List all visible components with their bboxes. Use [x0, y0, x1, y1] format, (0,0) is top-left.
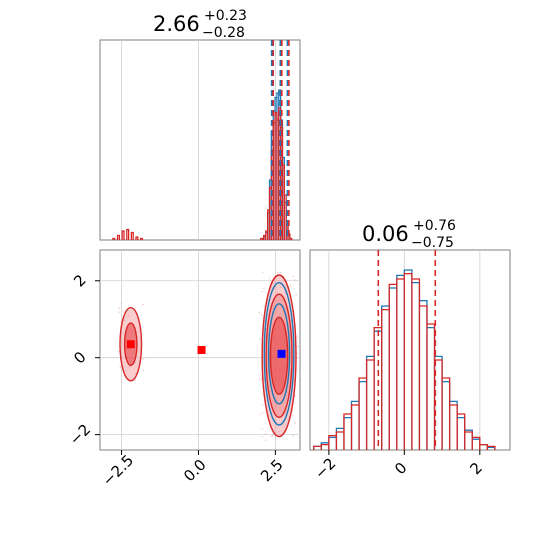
scatter-point	[120, 302, 123, 304]
marginal-bottom-right-frame	[309, 249, 511, 451]
scatter-point	[258, 378, 261, 381]
histogram-step-line	[112, 107, 293, 240]
marginal-top-left-quantile-lines	[270, 40, 290, 240]
joint-markers	[126, 340, 286, 358]
scatter-point	[261, 436, 264, 438]
y-tick-label: −2	[66, 420, 94, 448]
scatter-point	[261, 428, 264, 430]
scatter-point	[120, 320, 122, 322]
marginal-top-left-histograms	[112, 89, 293, 240]
x-tick-label: −2	[311, 454, 339, 482]
title-top-left-minus: −0.28	[202, 25, 245, 41]
marginal-panel-top-left	[99, 39, 301, 241]
joint-frame	[99, 249, 301, 451]
marginal-bottom-right-quantile-lines	[377, 250, 437, 450]
title-top-left-plus: +0.23	[204, 8, 247, 24]
scatter-point	[260, 314, 263, 316]
title-top-left-value: 2.66	[153, 12, 200, 36]
scatter-point	[134, 379, 136, 381]
marginal-bottom-right-x-ticks: −2 0 2	[311, 450, 486, 483]
joint-x-ticks: −2.5 0.0 2.5	[99, 450, 287, 490]
scatter-point	[261, 403, 264, 406]
scatter-point	[260, 377, 262, 379]
marginal-panel-bottom-right: −2 0 2	[309, 249, 511, 483]
marginal-top-left-frame	[99, 39, 301, 241]
scatter-point	[259, 337, 262, 340]
scatter-point	[264, 439, 267, 442]
scatter-point	[118, 311, 120, 313]
scatter-point	[261, 290, 263, 293]
scatter-point	[260, 379, 263, 381]
marker-square	[197, 346, 206, 354]
scatter-point	[292, 275, 295, 278]
scatter-point	[265, 433, 267, 435]
scatter-point	[117, 350, 120, 353]
scatter-point	[271, 434, 274, 437]
x-tick-label: 2	[467, 459, 486, 478]
scatter-point	[294, 421, 296, 424]
scatter-point	[289, 284, 292, 287]
x-tick-label: −2.5	[99, 451, 137, 489]
marker-square	[126, 340, 135, 349]
scatter-point	[119, 366, 122, 369]
scatter-point	[263, 287, 265, 290]
scatter-point	[118, 307, 120, 309]
blue-contour	[267, 303, 291, 405]
scatter-point	[276, 271, 279, 274]
scatter-point	[119, 365, 121, 367]
scatter-point	[142, 358, 145, 360]
scatter-point	[295, 293, 297, 296]
title-bottom-right-value: 0.06	[362, 222, 409, 246]
y-tick-label: 2	[70, 271, 89, 290]
scatter-point	[297, 345, 299, 348]
scatter-point	[142, 369, 145, 372]
y-tick-label: 0	[70, 348, 89, 367]
marginal-top-left-grid	[121, 40, 276, 240]
x-tick-label: 0	[391, 459, 410, 478]
blue-contour	[263, 281, 295, 426]
histogram-step-line	[313, 272, 496, 450]
scatter-point	[263, 305, 265, 307]
scatter-point	[296, 352, 299, 355]
scatter-point	[292, 414, 294, 417]
joint-panel-bottom-left: −2.5 0.0 2.5 −2 0 2	[66, 249, 301, 490]
scatter-point	[296, 336, 299, 339]
scatter-point	[259, 413, 261, 416]
title-bottom-right-minus: −0.75	[411, 235, 454, 251]
scatter-point	[121, 381, 123, 384]
joint-y-ticks: −2 0 2	[66, 271, 100, 449]
marginal-bottom-right-histograms	[313, 269, 496, 450]
scatter-point	[268, 277, 271, 280]
title-bottom-right-plus: +0.76	[413, 218, 456, 234]
x-tick-label: 2.5	[257, 456, 287, 486]
scatter-point	[259, 373, 262, 376]
scatter-point	[142, 303, 144, 306]
scatter-point	[292, 434, 294, 437]
scatter-point	[261, 271, 264, 274]
scatter-point	[261, 411, 264, 414]
marker-square	[277, 349, 286, 358]
scatter-point	[258, 311, 261, 314]
joint-contours	[119, 274, 297, 438]
scatter-point	[280, 272, 282, 274]
scatter-point	[293, 279, 296, 281]
scatter-point	[122, 310, 125, 313]
x-tick-label: 0.0	[180, 456, 210, 486]
